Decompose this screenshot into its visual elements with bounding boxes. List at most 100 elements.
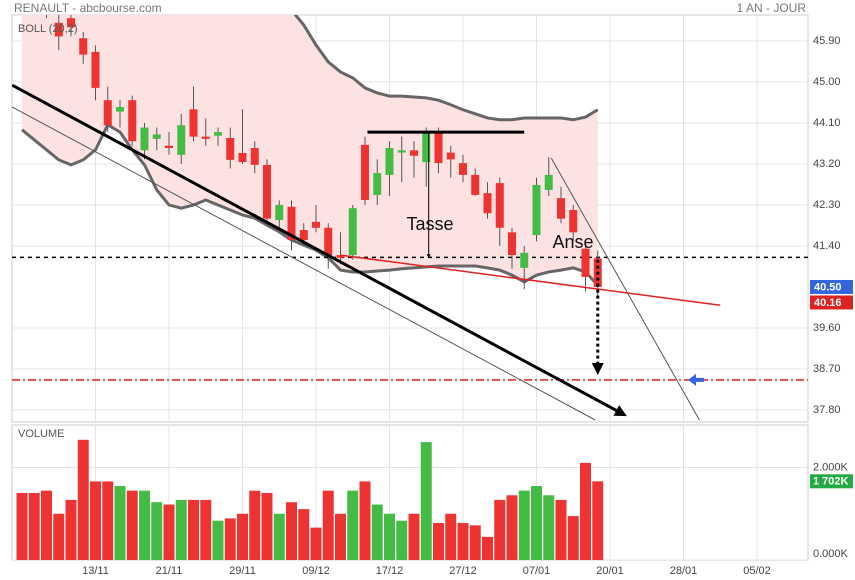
x-tick-label: 09/12 <box>302 565 330 577</box>
x-tick-label: 17/12 <box>376 565 404 577</box>
candle-body <box>287 206 296 241</box>
candle-body <box>361 144 369 200</box>
volume-bar <box>322 490 334 560</box>
volume-bar <box>249 490 261 560</box>
volume-bar <box>580 462 591 560</box>
candle-body <box>152 134 161 139</box>
y-tick-label: 43.20 <box>813 158 841 170</box>
volume-bar <box>310 527 322 560</box>
y-tick-label: 2.000K <box>813 461 849 473</box>
volume-bar <box>126 490 138 560</box>
candle-body <box>422 132 431 163</box>
volume-bar <box>433 523 444 560</box>
volume-bar <box>90 481 101 560</box>
price-label-box <box>810 295 853 310</box>
candle-body <box>201 136 210 139</box>
candle-body <box>459 163 467 175</box>
volume-label: VOLUME <box>18 428 64 440</box>
volume-bar <box>28 492 40 560</box>
y-tick-label: 45.90 <box>813 35 841 47</box>
candle-body <box>103 100 112 126</box>
candle-body <box>312 221 320 228</box>
candle-body <box>214 132 222 136</box>
candle-body <box>165 145 173 149</box>
volume-bar <box>371 504 383 560</box>
candle-body <box>91 51 100 88</box>
volume-bar <box>298 509 310 560</box>
candle-body <box>434 132 443 164</box>
volume-bar <box>408 513 420 560</box>
x-tick-label: 07/01 <box>523 565 551 577</box>
y-tick-label: 42.30 <box>813 199 841 211</box>
candle-body <box>385 148 394 175</box>
main-panel <box>11 14 809 423</box>
y-tick-label: 37.80 <box>813 404 841 416</box>
candle-body <box>336 255 345 258</box>
y-tick-label: 41.40 <box>813 240 841 252</box>
candle-body <box>397 150 406 153</box>
candle-body <box>67 18 75 28</box>
y-tick-label: 38.70 <box>813 363 841 375</box>
overlay: 45.90 45.00 44.10 43.20 42.30 41.40 39.60 38.70… <box>82 35 853 577</box>
band-fill <box>22 15 598 286</box>
candle-body <box>177 125 186 155</box>
volume-bar <box>65 499 77 560</box>
volume-bar <box>592 481 604 560</box>
volume-bar <box>16 492 28 560</box>
header-period: 1 AN - JOUR <box>737 1 807 15</box>
volume-bar <box>53 513 65 560</box>
candle-body <box>410 150 418 156</box>
x-tick-label: 28/01 <box>670 565 698 577</box>
candle-body <box>250 148 259 165</box>
x-tick-label: 21/11 <box>156 565 183 577</box>
band-line <box>21 122 599 287</box>
volume-bar <box>200 499 212 560</box>
volume-bar <box>457 523 469 560</box>
volume-bar <box>261 492 273 560</box>
x-tick-label: 27/12 <box>449 565 477 577</box>
level-arrow <box>688 373 704 386</box>
y-tick-label: 0.000K <box>813 548 849 560</box>
candle-body <box>557 198 565 219</box>
candle-body <box>495 183 504 228</box>
volume-bar <box>469 525 481 560</box>
volume-bar <box>445 513 457 560</box>
candle-body <box>54 22 63 37</box>
price-label-box <box>810 279 853 294</box>
volume-bar <box>482 536 493 560</box>
volume-bar <box>335 513 346 560</box>
candle-body <box>483 193 492 214</box>
candle-body <box>263 164 271 219</box>
header-title: RENAULT - abcbourse.com <box>14 1 162 15</box>
candle-body <box>544 174 553 190</box>
price-label: 40.50 <box>814 281 842 293</box>
annotation: Anse <box>552 232 593 252</box>
candle-body <box>532 184 541 236</box>
candle-body <box>226 138 235 160</box>
annotation: Tasse <box>406 214 453 234</box>
volume-bar <box>114 486 126 560</box>
price-plot <box>12 15 808 422</box>
candle-body <box>116 107 124 112</box>
volume-bar <box>163 504 175 560</box>
volume-bar <box>531 486 542 560</box>
candle-body <box>128 100 137 142</box>
volume-bar <box>273 513 285 560</box>
candle-body <box>581 248 590 277</box>
volume-label-box <box>810 474 853 489</box>
volume-plot <box>12 425 808 560</box>
candle-body <box>299 230 308 241</box>
x-tick-label: 29/11 <box>229 565 256 577</box>
volume-bar <box>188 499 199 560</box>
trend-line <box>340 254 721 306</box>
candle-body <box>79 38 88 55</box>
trend-line <box>12 83 627 417</box>
x-tick-label: 20/01 <box>596 565 624 577</box>
volume-bar <box>175 499 187 560</box>
volume-bar <box>212 520 224 560</box>
volume-bar <box>359 481 371 560</box>
x-tick-label: 13/11 <box>82 565 109 577</box>
candle-body <box>569 209 578 233</box>
candle-body <box>471 174 480 195</box>
